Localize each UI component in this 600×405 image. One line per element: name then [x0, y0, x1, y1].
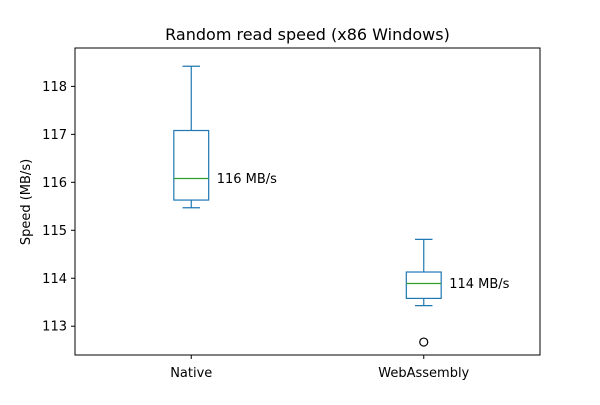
x-tick-label: Native [170, 366, 212, 381]
plot-frame [74, 47, 541, 356]
y-axis-label: Speed (MB/s) [19, 159, 34, 245]
outlier-point [419, 337, 429, 347]
y-tick-label: 113 [42, 320, 67, 335]
y-tick-label: 117 [42, 128, 67, 143]
median-annotation: 116 MB/s [217, 172, 277, 187]
y-tick-label: 115 [42, 224, 67, 239]
x-tick-label: WebAssembly [378, 366, 469, 381]
y-tick-label: 118 [42, 80, 67, 95]
chart-marks: 113 114 115 116 117 118 Native WebAssembly 116 M… [42, 65, 510, 381]
box-iqr [173, 129, 210, 201]
y-tick-label: 114 [42, 272, 67, 287]
median-annotation: 114 MB/s [449, 277, 509, 292]
box-iqr [405, 271, 442, 299]
y-tick-label: 116 [42, 176, 67, 191]
chart-title: Random read speed (x86 Windows) [165, 25, 450, 44]
